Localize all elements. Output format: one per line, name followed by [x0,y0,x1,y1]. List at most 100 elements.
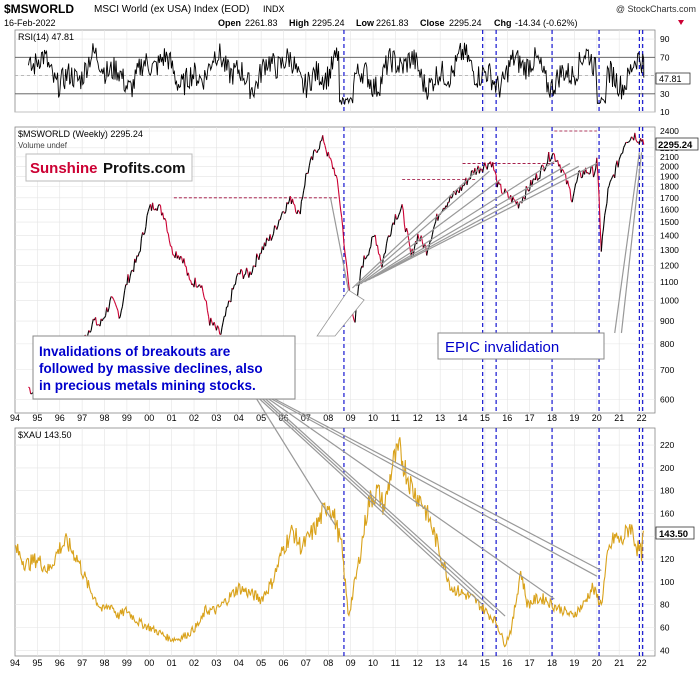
x-tick-label-mid: 15 [480,413,490,423]
rsi-value-tag: 47.81 [659,74,682,84]
x-tick-label-bottom: 05 [256,658,266,668]
x-tick-label-mid: 22 [637,413,647,423]
x-tick-label-bottom: 01 [167,658,177,668]
logo-part2: Profits.com [103,160,186,177]
x-tick-label-mid: 96 [55,413,65,423]
x-tick-label-bottom: 21 [614,658,624,668]
left-annotation-line-2: followed by massive declines, also [39,361,263,376]
rsi-panel-frame [15,30,655,112]
x-tick-label-bottom: 20 [592,658,602,668]
price-segment [205,300,206,301]
price-segment [397,219,398,220]
x-tick-label-mid: 16 [502,413,512,423]
x-tick-label-bottom: 18 [547,658,557,668]
price-y-tick-label: 1400 [660,230,679,240]
xau-y-tick-label: 200 [660,463,674,473]
x-tick-label-bottom: 95 [32,658,42,668]
xau-y-tick-label: 80 [660,600,670,610]
x-tick-label-bottom: 98 [100,658,110,668]
xau-value-tag: 143.50 [659,529,688,540]
header-low: 2261.83 [376,18,409,28]
header-close-label: Close [420,18,445,28]
price-y-tick-label: 700 [660,365,674,375]
x-tick-label-bottom: 07 [301,658,311,668]
x-tick-label-bottom: 97 [77,658,87,668]
x-tick-label-bottom: 09 [346,658,356,668]
price-segment [589,173,590,174]
price-segment [553,153,554,154]
x-tick-label-bottom: 03 [211,658,221,668]
price-y-tick-label: 800 [660,339,674,349]
header-exchange: INDX [263,4,285,14]
left-annotation-line-3: in precious metals mining stocks. [39,378,256,393]
rsi-y-tick-label: 30 [660,89,670,99]
x-tick-label-mid: 17 [525,413,535,423]
xau-y-tick-label: 160 [660,509,674,519]
xau-y-tick-label: 180 [660,486,674,496]
xau-y-tick-label: 60 [660,623,670,633]
x-tick-label-bottom: 15 [480,658,490,668]
x-tick-label-bottom: 14 [458,658,468,668]
rsi-y-tick-label: 10 [660,107,670,117]
x-tick-label-mid: 94 [10,413,20,423]
header-chg: -14.34 (-0.62%) [515,18,578,28]
x-tick-label-mid: 99 [122,413,132,423]
price-y-tick-label: 1300 [660,245,679,255]
header-name: MSCI World (ex USA) Index (EOD) [94,4,249,15]
x-tick-label-bottom: 13 [435,658,445,668]
header-open: 2261.83 [245,18,278,28]
price-segment [494,170,495,171]
x-tick-label-bottom: 08 [323,658,333,668]
price-panel-sublabel: Volume undef [18,141,68,150]
price-segment [97,325,98,326]
x-tick-label-mid: 19 [569,413,579,423]
x-tick-label-mid: 14 [458,413,468,423]
left-annotation-line-1: Invalidations of breakouts are [39,344,231,359]
price-segment [229,301,230,302]
header-credit: @ StockCharts.com [616,4,696,14]
x-tick-label-mid: 08 [323,413,333,423]
x-tick-label-mid: 95 [32,413,42,423]
x-tick-label-bottom: 00 [144,658,154,668]
x-tick-label-bottom: 22 [637,658,647,668]
x-tick-label-mid: 09 [346,413,356,423]
x-tick-label-mid: 97 [77,413,87,423]
x-tick-label-mid: 01 [167,413,177,423]
price-panel-label: $MSWORLD (Weekly) 2295.24 [18,129,143,139]
header-high-label: High [289,18,309,28]
price-segment [481,169,482,170]
x-tick-label-bottom: 17 [525,658,535,668]
price-segment [111,297,112,298]
x-tick-label-mid: 04 [234,413,244,423]
price-segment [621,153,622,154]
price-segment [139,251,140,252]
x-tick-label-mid: 12 [413,413,423,423]
right-annotation-text: EPIC invalidation [445,339,559,356]
price-value-tag: 2295.24 [658,140,693,151]
header-low-label: Low [356,18,375,28]
xau-y-tick-label: 120 [660,554,674,564]
price-segment [190,280,191,281]
xau-y-tick-label: 220 [660,440,674,450]
down-triangle-icon [678,20,684,25]
price-y-tick-label: 900 [660,316,674,326]
x-tick-label-mid: 00 [144,413,154,423]
header-date: 16-Feb-2022 [4,18,56,28]
x-tick-label-bottom: 12 [413,658,423,668]
x-tick-label-mid: 03 [211,413,221,423]
price-segment [294,204,295,205]
header-high: 2295.24 [312,18,345,28]
rsi-panel-label: RSI(14) 47.81 [18,32,74,42]
x-tick-label-bottom: 02 [189,658,199,668]
price-y-tick-label: 2400 [660,126,679,136]
header-symbol: $MSWORLD [4,2,74,16]
price-segment [542,165,543,166]
price-segment [372,237,373,238]
x-tick-label-bottom: 11 [391,658,400,668]
x-tick-label-bottom: 04 [234,658,244,668]
price-segment [185,266,186,267]
header-close: 2295.24 [449,18,482,28]
x-tick-label-mid: 11 [391,413,400,423]
